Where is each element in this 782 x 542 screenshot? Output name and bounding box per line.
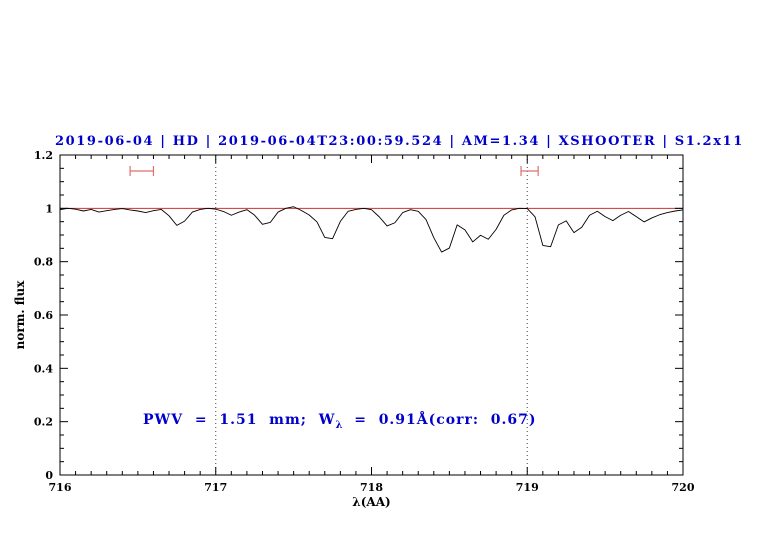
x-tick-label: 717	[204, 481, 227, 494]
y-tick-label: 1.2	[34, 149, 53, 162]
pwv-annotation-prefix: PWV = 1.51 mm; W	[143, 412, 336, 428]
y-tick-label: 0.4	[34, 362, 53, 375]
y-tick-label: 0.2	[34, 416, 53, 429]
spectrum-line	[59, 206, 684, 253]
x-tick-label: 720	[672, 481, 695, 494]
y-tick-label: 1	[45, 202, 53, 215]
pwv-annotation: PWV = 1.51 mm; Wλ = 0.91Å(corr: 0.67)	[143, 412, 537, 431]
x-tick-label: 718	[360, 481, 383, 494]
y-axis-label: norm. flux	[13, 280, 27, 350]
pwv-annotation-lambda-subscript: λ	[335, 419, 343, 431]
y-tick-label: 0.6	[34, 309, 53, 322]
y-tick-label: 0	[45, 469, 53, 482]
x-axis-label: λ(AA)	[352, 495, 391, 509]
x-tick-label: 719	[516, 481, 539, 494]
x-tick-label: 716	[49, 481, 72, 494]
pwv-annotation-suffix: = 0.91Å(corr: 0.67)	[342, 412, 537, 428]
y-tick-label: 0.8	[34, 256, 53, 269]
